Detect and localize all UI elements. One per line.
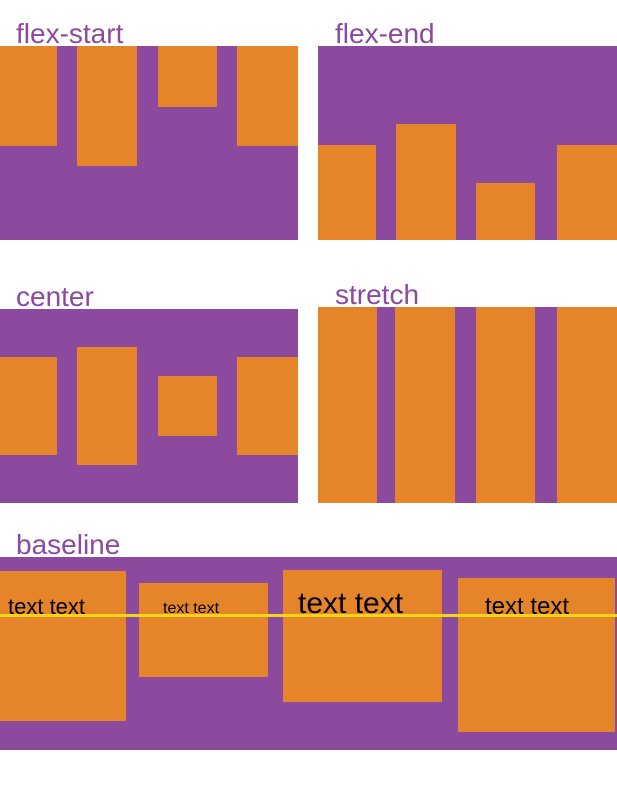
flex-container-stretch	[318, 307, 617, 503]
item-text: text text	[163, 600, 220, 617]
flex-item	[237, 357, 298, 455]
baseline-item: text text	[283, 570, 442, 702]
flex-item	[0, 357, 57, 455]
flex-item	[396, 124, 456, 240]
panel-title-flex-start: flex-start	[16, 18, 124, 49]
flex-item	[158, 376, 217, 436]
flex-item	[237, 46, 298, 146]
flex-container-flex-start	[0, 46, 298, 240]
flex-container-center	[0, 309, 298, 503]
flex-container-flex-end	[318, 46, 617, 240]
panel-title-center: center	[16, 281, 94, 312]
flex-item	[395, 307, 455, 503]
flex-item	[318, 307, 377, 503]
flex-item	[77, 46, 137, 166]
flex-item	[318, 145, 376, 240]
flex-item	[158, 46, 217, 107]
baseline-item: text text	[0, 571, 126, 721]
baseline-item: text text	[458, 578, 615, 732]
flex-item	[0, 46, 57, 146]
flex-container-baseline: text text text text text text text text	[0, 557, 617, 750]
baseline-line	[0, 614, 617, 617]
flex-item	[476, 183, 535, 240]
panel-title-stretch: stretch	[335, 279, 420, 310]
flex-item	[557, 307, 617, 503]
panel-title-baseline: baseline	[16, 529, 121, 560]
baseline-item: text text	[139, 583, 268, 677]
panel-title-flex-end: flex-end	[335, 18, 435, 49]
flex-item	[476, 307, 535, 503]
flex-item	[77, 347, 137, 465]
item-text: text text	[8, 594, 86, 619]
item-text: text text	[298, 587, 404, 620]
flex-item	[557, 145, 617, 240]
